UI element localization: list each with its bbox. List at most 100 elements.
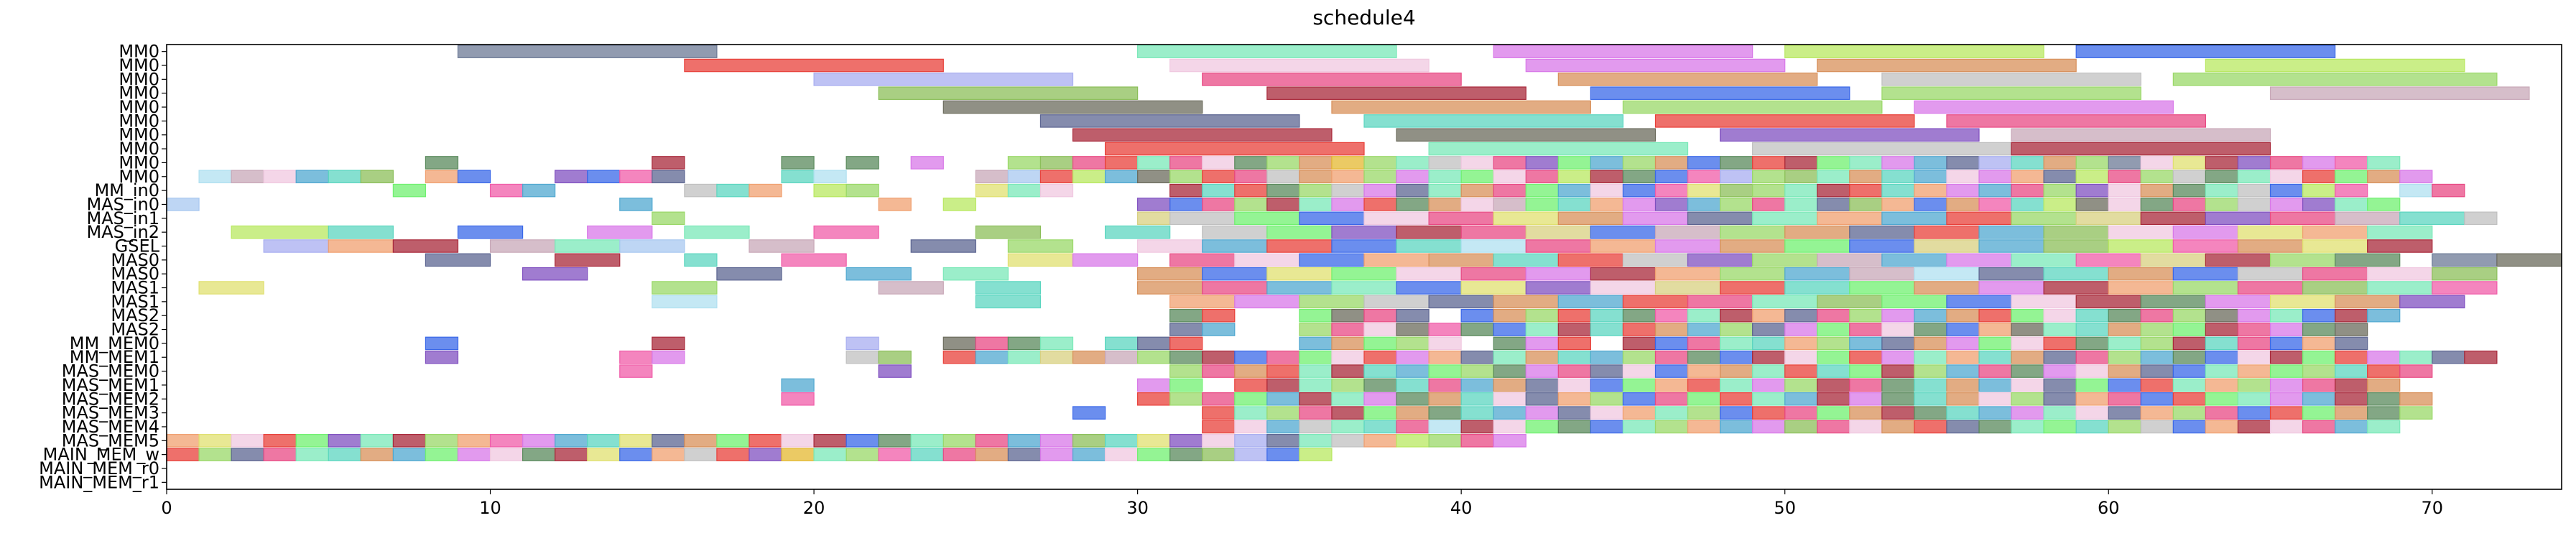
task-bar [2108,392,2141,406]
task-bar [910,156,944,170]
task-bar [1266,86,1526,100]
task-bar [1493,308,1526,323]
task-bar [1299,336,1333,351]
task-bar [942,198,976,211]
task-bar [2011,211,2077,226]
task-bar [1719,281,1786,295]
task-bar [1719,350,1753,364]
task-bar [1687,350,1721,364]
task-bar [1881,392,1915,406]
task-bar [1460,364,1494,378]
row-label: MAS_in0 [86,194,159,214]
task-bar [1849,156,1883,170]
row-label: MM0 [119,55,159,75]
task-bar [1590,406,1624,420]
task-bar [295,448,329,461]
task-bar [1266,392,1300,406]
task-bar [489,239,556,253]
task-bar [1946,378,1980,392]
task-bar [1622,253,1689,267]
task-bar [2108,364,2141,378]
task-bar [652,448,685,461]
task-bar [1978,308,2012,323]
task-bar [1784,198,1818,211]
x-tick-label: 20 [803,498,825,518]
task-bar [1557,183,1591,198]
task-bar [1493,211,1559,226]
task-bar [1881,378,1915,392]
task-bar [845,434,879,448]
row-label: MAS1 [111,278,159,298]
task-bar [1622,211,1689,226]
task-bar [1719,239,1786,253]
task-bar [1978,323,2012,336]
task-bar [1266,170,1300,184]
task-bar [1590,323,1624,336]
task-bar [1622,156,1657,170]
task-bar [2172,323,2207,336]
task-bar [1654,336,1689,351]
task-bar [1331,364,1365,378]
task-bar [1817,253,1883,267]
task-bar [878,350,912,364]
task-bar [1299,406,1333,420]
task-bar [2269,295,2336,309]
task-bar [975,336,1009,351]
task-bar [2302,156,2336,170]
task-bar [1849,420,1883,434]
task-bar [1752,253,1818,267]
task-bar [457,448,491,461]
task-bar [1331,170,1365,184]
task-bar [2075,211,2141,226]
task-bar [1525,420,1559,434]
task-bar [1719,225,1786,239]
task-bar [1719,392,1753,406]
task-bar [2108,225,2174,239]
row-label: MAS_MEM2 [62,389,159,409]
task-bar [1525,267,1591,281]
task-bar [1299,308,1333,323]
task-bar [781,253,847,267]
task-bar [2108,420,2141,434]
task-bar [1331,406,1365,420]
task-bar [2140,183,2174,198]
task-bar [1396,156,1430,170]
task-bar [2432,253,2498,267]
task-bar [1978,364,2012,378]
task-bar [1849,392,1883,406]
task-bar [1687,253,1753,267]
task-bar [2399,183,2433,198]
task-bar [1914,364,1947,378]
task-bar [295,434,329,448]
task-bar [1234,198,1268,211]
task-bar [1590,239,1657,253]
row-label: MM0 [119,167,159,187]
task-bar [1072,448,1106,461]
task-bar [1881,295,1947,309]
task-bar [1978,170,2012,184]
task-bar [1007,170,1042,184]
task-bars [166,45,2562,461]
task-bar [2302,364,2336,378]
task-bar [1557,170,1591,184]
task-bar [1525,183,1559,198]
task-bar [2237,308,2271,323]
task-bar [1169,392,1203,406]
task-bar [1104,336,1139,351]
task-bar [1946,114,2207,128]
task-bar [942,336,976,351]
task-bar [2043,308,2077,323]
task-bar [2140,198,2174,211]
task-bar [1460,378,1494,392]
task-bar [2140,170,2174,184]
task-bar [1622,336,1657,351]
task-bar [1590,420,1624,434]
task-bar [1137,198,1171,211]
task-bar [1331,323,1365,336]
task-bar [2399,406,2433,420]
task-bar [2172,336,2207,351]
task-bar [166,448,200,461]
task-bar [1752,170,1786,184]
task-bar [1557,378,1591,392]
task-bar [1396,434,1430,448]
